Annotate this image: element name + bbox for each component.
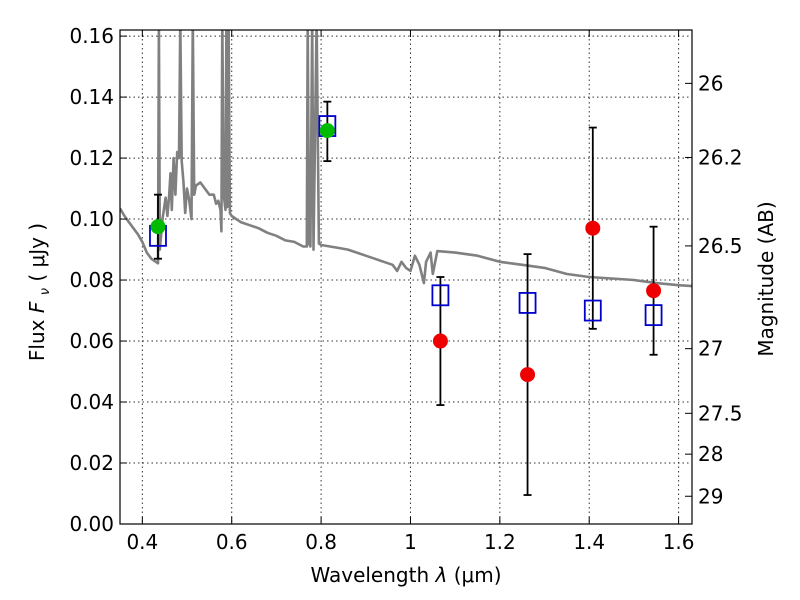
x-tick-label: 0.8 xyxy=(305,530,337,554)
red-data-point xyxy=(520,367,536,383)
red-data-point xyxy=(585,220,601,236)
y-axis-label: Flux F ν ( μJy ) xyxy=(25,223,54,361)
magnitude-tick-label: 26.2 xyxy=(698,145,743,169)
x-tick-label: 1 xyxy=(404,530,417,554)
magnitude-tick-label: 27 xyxy=(698,337,723,361)
y-tick-label: 0.10 xyxy=(69,207,114,231)
y-tick-label: 0.04 xyxy=(69,390,114,414)
y-axis-label-symbol: F xyxy=(25,301,49,313)
y-tick-label: 0.12 xyxy=(69,146,114,170)
y-axis: 0.00 0.02 0.04 0.06 0.08 0.10 0.12 0.14 0.16 xyxy=(69,24,127,536)
model-photometry-square xyxy=(644,304,663,327)
model-photometry-square xyxy=(431,284,450,307)
x-axis-label-unit: (μm) xyxy=(454,563,502,587)
magnitude-tick-label: 28 xyxy=(698,442,723,466)
x-tick-label: 0.4 xyxy=(126,530,158,554)
y-tick-label: 0.08 xyxy=(69,268,114,292)
y-tick-label: 0.00 xyxy=(69,512,114,536)
y-tick-label: 0.14 xyxy=(69,85,114,109)
magnitude-tick-label: 26.5 xyxy=(698,234,743,258)
x-axis-label-prefix: Wavelength xyxy=(310,563,429,587)
x-axis: 0.4 0.6 0.8 1 1.2 1.4 1.6 xyxy=(126,30,695,554)
y-tick-label: 0.16 xyxy=(69,24,114,48)
x-axis-label: Wavelength λ (μm) xyxy=(310,563,501,587)
plot-frame xyxy=(119,29,693,525)
magnitude-tick-label: 26 xyxy=(698,71,723,95)
x-axis-label-symbol: λ xyxy=(435,563,448,587)
x-tick-label: 1.4 xyxy=(573,530,605,554)
x-tick-label: 0.6 xyxy=(216,530,248,554)
x-tick-label: 1.2 xyxy=(484,530,516,554)
magnitude-tick-label: 29 xyxy=(698,484,723,508)
y-axis-label-prefix: Flux xyxy=(25,319,49,361)
magnitude-tick-label: 27.5 xyxy=(698,401,743,425)
spectrum-line xyxy=(120,30,692,288)
model-photometry-square xyxy=(518,292,537,314)
green-data-point xyxy=(150,219,166,235)
green-data-point xyxy=(319,123,335,139)
magnitude-axis-label: Magnitude (AB) xyxy=(754,201,778,356)
red-data-point xyxy=(432,333,448,349)
model-photometry-square xyxy=(583,299,602,322)
y-tick-label: 0.02 xyxy=(69,451,114,475)
y-axis-label-unit: ( μJy ) xyxy=(25,223,49,282)
magnitude-axis: 26 26.2 26.5 27 27.5 28 29 xyxy=(685,71,743,508)
red-data-point xyxy=(646,283,662,299)
y-axis-label-symbol-sub: ν xyxy=(38,288,53,295)
x-tick-label: 1.6 xyxy=(663,530,695,554)
y-tick-label: 0.06 xyxy=(69,329,114,353)
plot-area xyxy=(120,30,692,496)
